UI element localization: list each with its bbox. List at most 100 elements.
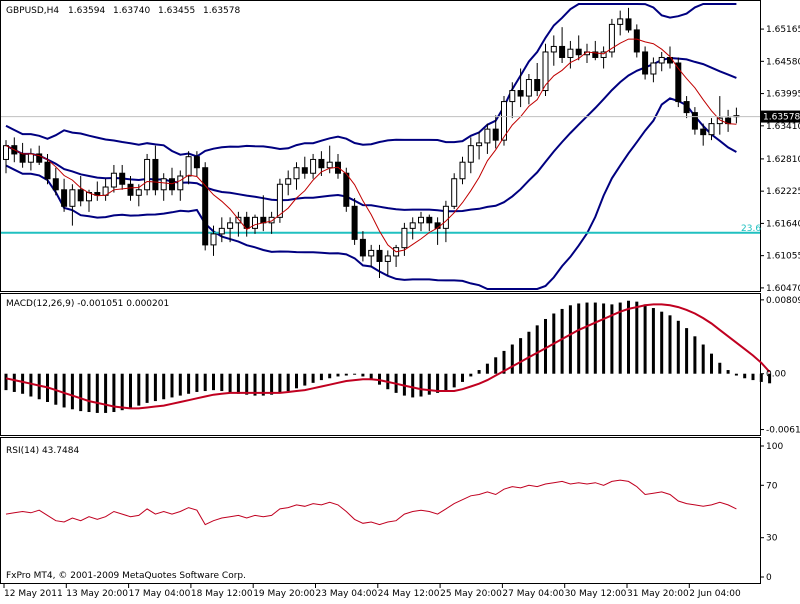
- macd-histogram-bar: [568, 305, 572, 374]
- macd-histogram-bar: [668, 315, 672, 374]
- candle[interactable]: [484, 123, 491, 154]
- bear-candle-body: [426, 216, 433, 224]
- candle[interactable]: [633, 24, 640, 58]
- macd-histogram-bar: [452, 373, 456, 388]
- candle[interactable]: [492, 115, 499, 149]
- bull-candle-body: [69, 189, 76, 207]
- bull-candle-body: [509, 90, 516, 103]
- candle[interactable]: [210, 225, 217, 256]
- candle[interactable]: [426, 214, 433, 232]
- candle[interactable]: [617, 10, 624, 36]
- macd-histogram-bar: [361, 373, 365, 377]
- time-tick-label: 12 May 2011: [4, 589, 63, 599]
- candle[interactable]: [301, 156, 308, 179]
- candle[interactable]: [650, 57, 657, 83]
- candle[interactable]: [534, 62, 541, 97]
- macd-panel[interactable]: MACD(12,26,9) -0.001051 0.000201: [0, 293, 772, 436]
- candle[interactable]: [625, 7, 632, 33]
- bull-candle-body: [401, 227, 408, 249]
- candle[interactable]: [202, 162, 209, 251]
- bull-candle-body: [617, 18, 624, 25]
- bull-candle-body: [185, 156, 192, 177]
- price-tick-label: 1.61055: [766, 252, 800, 262]
- candle[interactable]: [3, 140, 9, 174]
- candle[interactable]: [525, 74, 532, 105]
- time-tick-label: 24 May 12:00: [378, 589, 440, 599]
- candle[interactable]: [52, 167, 59, 196]
- candle[interactable]: [608, 18, 615, 58]
- candle[interactable]: [69, 184, 76, 226]
- candle[interactable]: [476, 131, 483, 160]
- candle[interactable]: [77, 175, 84, 207]
- candle[interactable]: [567, 40, 574, 69]
- candle[interactable]: [384, 250, 391, 276]
- bull-candle-body: [459, 161, 466, 180]
- candle[interactable]: [235, 211, 242, 237]
- macd-histogram-bar: [70, 373, 74, 410]
- macd-histogram-bar: [635, 301, 639, 374]
- candle[interactable]: [517, 68, 524, 108]
- candle[interactable]: [160, 173, 167, 201]
- candle[interactable]: [451, 173, 458, 210]
- candle[interactable]: [509, 82, 516, 119]
- candle[interactable]: [110, 164, 117, 193]
- candle[interactable]: [683, 96, 690, 119]
- candle[interactable]: [550, 35, 557, 66]
- candle[interactable]: [359, 231, 366, 262]
- candle[interactable]: [268, 211, 275, 234]
- candle[interactable]: [193, 151, 200, 176]
- candle[interactable]: [658, 51, 665, 72]
- time-tick-label: 2 Jun 04:00: [689, 589, 741, 599]
- macd-histogram-bar: [162, 373, 166, 400]
- time-tick-label: 19 May 20:00: [253, 589, 315, 599]
- candle[interactable]: [368, 244, 375, 267]
- candle[interactable]: [119, 164, 126, 190]
- symbol-label: GBPUSD,H4: [6, 6, 59, 16]
- candle[interactable]: [600, 46, 607, 69]
- candle[interactable]: [61, 178, 68, 212]
- candle[interactable]: [467, 137, 474, 174]
- macd-histogram-bar: [734, 373, 738, 376]
- bull-candle-body: [525, 79, 532, 97]
- candle[interactable]: [575, 35, 582, 61]
- candle[interactable]: [276, 178, 283, 223]
- macd-label: MACD(12,26,9) -0.001051 0.000201: [6, 299, 169, 309]
- current-price-box: [761, 110, 800, 123]
- candle[interactable]: [285, 170, 292, 196]
- macd-histogram-bar: [610, 304, 614, 374]
- candle[interactable]: [559, 27, 566, 63]
- price-panel[interactable]: 23.6 GBPUSD,H4 1.63594 1.63740 1.63455 1…: [0, 0, 762, 292]
- candle[interactable]: [376, 244, 383, 278]
- candle[interactable]: [351, 198, 358, 245]
- candle[interactable]: [185, 151, 192, 185]
- rsi-panel[interactable]: RSI(14) 43.7484 FxPro MT4, © 2001-2009 M…: [0, 437, 761, 584]
- candle[interactable]: [227, 217, 234, 243]
- candle[interactable]: [243, 211, 250, 237]
- candle[interactable]: [592, 40, 599, 61]
- candle[interactable]: [700, 123, 707, 146]
- candle[interactable]: [691, 107, 698, 135]
- candle[interactable]: [501, 96, 507, 146]
- candle[interactable]: [152, 145, 159, 196]
- bull-candle-body: [235, 216, 242, 224]
- candle[interactable]: [218, 217, 225, 243]
- candle[interactable]: [418, 211, 424, 232]
- candle[interactable]: [708, 118, 715, 141]
- candle[interactable]: [675, 57, 682, 108]
- candle[interactable]: [642, 46, 649, 80]
- candle[interactable]: [310, 153, 317, 179]
- candle[interactable]: [293, 162, 300, 190]
- current-price-label: 1.63578: [763, 113, 800, 123]
- candle[interactable]: [177, 170, 184, 201]
- candle[interactable]: [144, 153, 151, 196]
- candle[interactable]: [459, 156, 466, 185]
- macd-histogram-bar: [660, 311, 664, 374]
- macd-histogram-bar: [535, 325, 539, 374]
- macd-histogram-bar: [494, 357, 498, 374]
- candle[interactable]: [409, 217, 416, 240]
- time-tick-label: 25 May 20:00: [440, 589, 502, 599]
- macd-histogram-bar: [444, 373, 448, 392]
- candle[interactable]: [542, 43, 549, 97]
